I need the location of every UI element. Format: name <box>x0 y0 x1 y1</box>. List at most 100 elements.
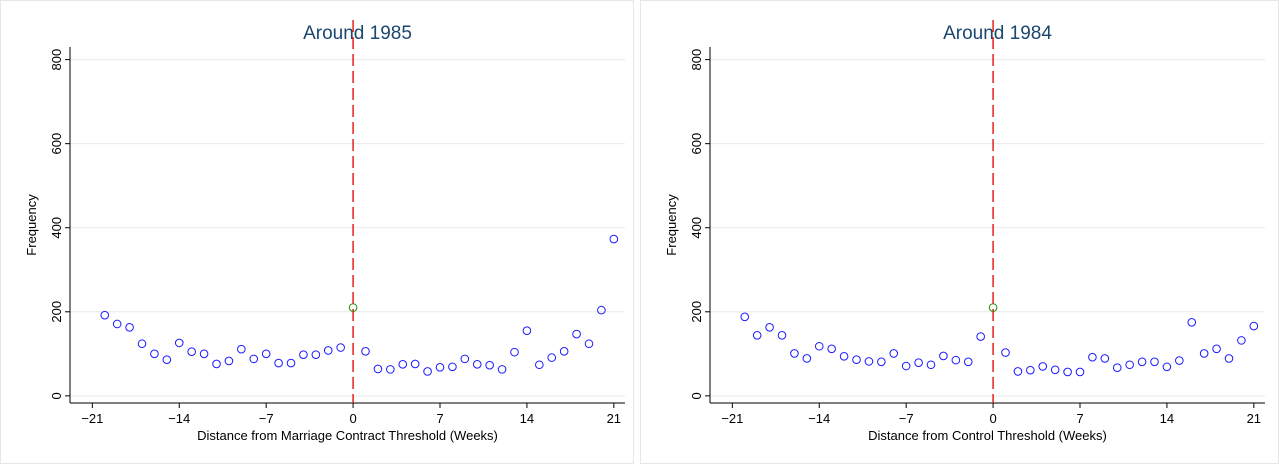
point <box>547 353 557 362</box>
point <box>448 362 457 372</box>
point <box>926 360 936 370</box>
point <box>951 355 961 365</box>
point <box>1112 363 1122 372</box>
point <box>410 359 420 369</box>
y-tick-label: 200 <box>689 301 704 323</box>
point <box>802 354 812 363</box>
point <box>1013 367 1023 376</box>
chart-panel: 0 200 400 600 800 −21 −14 −7 0 7 14 21 Around 1985 Di… <box>0 0 634 464</box>
point <box>249 354 259 364</box>
point <box>1125 360 1134 370</box>
x-tick-label: 21 <box>1247 411 1261 426</box>
x-axis-title: Distance from Control Threshold (Weeks) <box>868 428 1107 443</box>
point <box>435 362 445 372</box>
point <box>889 349 899 358</box>
point <box>1088 352 1097 362</box>
x-tick-label: −14 <box>808 411 830 426</box>
point <box>348 303 358 312</box>
point <box>286 358 296 368</box>
x-tick-label: −21 <box>721 411 743 426</box>
point <box>1187 318 1197 327</box>
point <box>901 361 911 371</box>
x-tick-label: −7 <box>259 411 274 426</box>
point <box>261 349 271 359</box>
x-tick-label: 7 <box>436 411 443 426</box>
point <box>1038 362 1048 371</box>
point <box>827 344 836 354</box>
point <box>976 332 985 341</box>
point <box>765 323 774 332</box>
point <box>1050 365 1060 375</box>
point <box>1224 354 1234 363</box>
x-tick-label: 7 <box>1076 411 1083 426</box>
point <box>150 349 159 359</box>
point <box>162 355 172 365</box>
y-tick-label: 200 <box>49 301 64 323</box>
y-tick-label: 800 <box>689 49 704 71</box>
point <box>777 331 787 340</box>
x-tick-label: −14 <box>168 411 190 426</box>
x-axis-title: Distance from Marriage Contract Threshol… <box>197 428 498 443</box>
point <box>559 347 569 356</box>
point <box>199 349 209 359</box>
point <box>939 351 948 361</box>
y-tick-label: 600 <box>49 133 64 155</box>
chart-panel: 0 200 400 600 800 −21 −14 −7 0 7 14 21 Around 1984 Di… <box>640 0 1279 464</box>
point <box>373 364 383 374</box>
point <box>1063 367 1072 377</box>
point <box>174 338 184 348</box>
point <box>224 356 234 366</box>
point <box>398 360 408 369</box>
y-tick-label: 800 <box>49 49 64 71</box>
point <box>597 305 606 315</box>
point <box>472 360 482 369</box>
y-tick-label: 0 <box>689 392 704 399</box>
point <box>112 319 122 329</box>
point <box>584 339 594 349</box>
point <box>212 359 221 369</box>
point <box>361 347 370 356</box>
point <box>1100 354 1110 363</box>
point <box>814 341 824 351</box>
point <box>852 355 861 365</box>
y-tick-label: 400 <box>689 217 704 239</box>
point <box>1150 357 1159 367</box>
point <box>535 360 544 370</box>
point <box>864 357 874 366</box>
point <box>1249 321 1259 331</box>
point <box>752 331 762 340</box>
point <box>609 234 619 244</box>
point <box>311 350 321 359</box>
point <box>1162 362 1172 372</box>
x-tick-label: 14 <box>520 411 534 426</box>
x-tick-label: 14 <box>1160 411 1174 426</box>
point <box>1237 336 1246 345</box>
y-tick-label: 0 <box>49 392 64 399</box>
point <box>1212 344 1221 354</box>
point <box>386 365 395 374</box>
point <box>1175 356 1184 365</box>
point <box>497 365 507 374</box>
point <box>485 360 494 370</box>
point <box>323 346 333 355</box>
point <box>522 326 532 336</box>
point <box>877 357 886 367</box>
point <box>187 347 196 357</box>
point <box>963 357 973 367</box>
x-tick-label: 21 <box>607 411 621 426</box>
point <box>914 358 923 367</box>
chart-title: Around 1984 <box>943 23 1052 44</box>
y-tick-label: 600 <box>689 133 704 155</box>
x-tick-label: −7 <box>899 411 914 426</box>
point <box>137 339 147 349</box>
point <box>740 312 750 322</box>
point <box>790 349 799 358</box>
point <box>299 350 308 359</box>
point <box>572 329 581 339</box>
point <box>1137 357 1147 367</box>
point <box>1199 349 1209 358</box>
x-tick-label: 0 <box>989 411 996 426</box>
point <box>1026 365 1035 375</box>
y-axis-title: Frequency <box>24 194 39 256</box>
